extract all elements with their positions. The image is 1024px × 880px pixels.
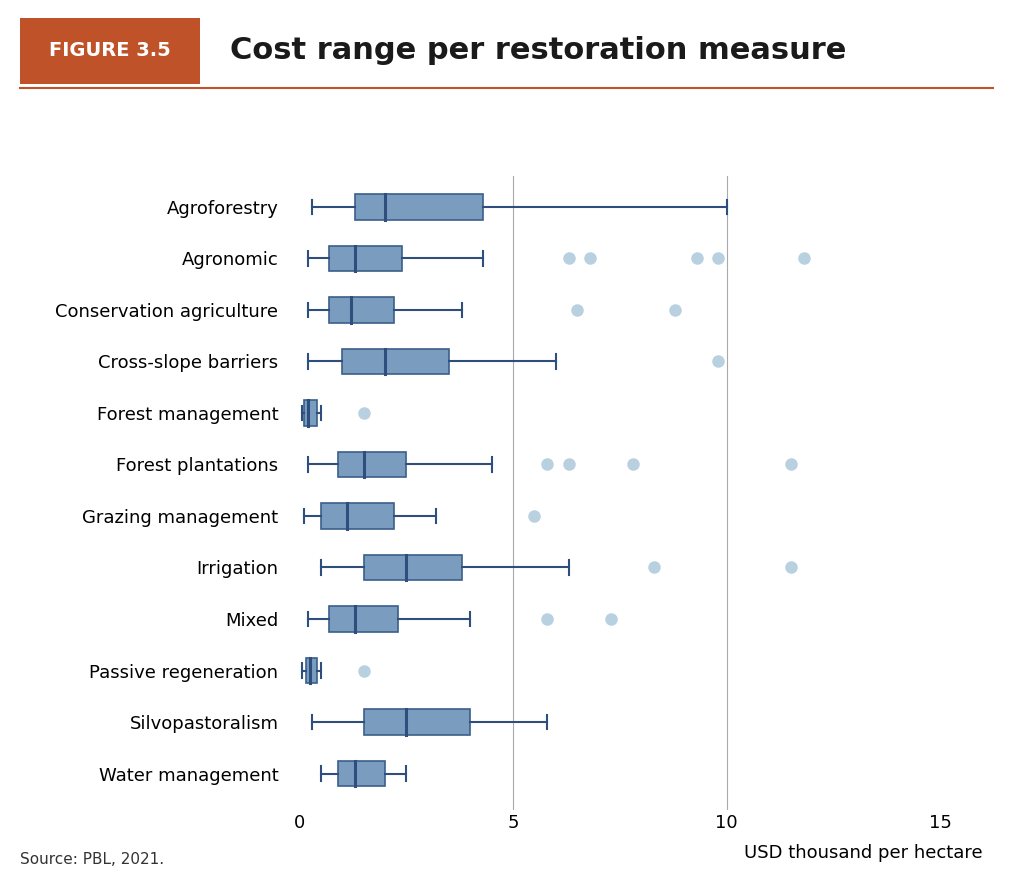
Bar (330, 246, 402, 271)
Text: Source: PBL, 2021.: Source: PBL, 2021. (20, 852, 165, 867)
Bar (338, 760, 385, 787)
Bar (321, 503, 393, 529)
Bar (306, 657, 316, 684)
X-axis label: USD thousand per hectare: USD thousand per hectare (744, 844, 983, 862)
Bar (364, 709, 470, 735)
Text: Cost range per restoration measure: Cost range per restoration measure (230, 36, 847, 65)
Bar (355, 194, 483, 220)
Bar (342, 348, 450, 374)
Bar (364, 554, 462, 581)
Bar (304, 400, 316, 426)
Bar (338, 451, 407, 477)
Bar (330, 606, 397, 632)
Text: FIGURE 3.5: FIGURE 3.5 (49, 41, 171, 60)
Bar (330, 297, 393, 323)
